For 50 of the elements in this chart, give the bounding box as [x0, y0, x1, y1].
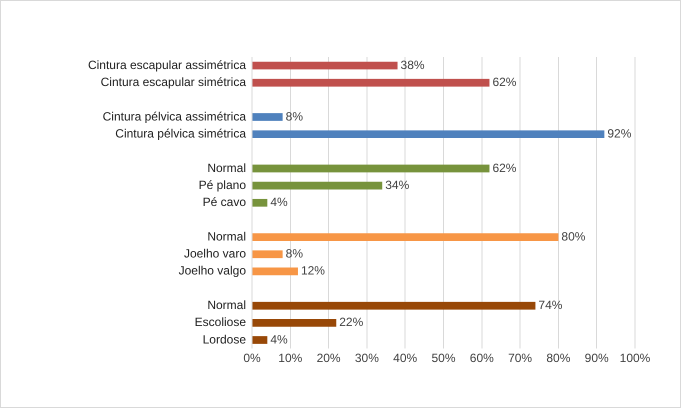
bar	[252, 164, 490, 172]
data-label: 74%	[538, 298, 563, 312]
y-tick-label: Pé plano	[198, 178, 246, 192]
bar	[252, 113, 283, 121]
data-label: 80%	[561, 229, 586, 244]
x-tick-label: 10%	[278, 351, 303, 366]
y-tick-label: Normal	[207, 229, 246, 244]
x-tick-label: 100%	[620, 351, 651, 366]
data-label: 92%	[607, 126, 632, 140]
x-tick-label: 80%	[546, 351, 571, 366]
y-tick-label: Cintura pélvica simétrica	[115, 126, 246, 140]
y-tick-label: Escoliose	[194, 315, 246, 330]
bar	[252, 319, 336, 327]
data-label: 4%	[270, 332, 288, 346]
y-tick-label: Cintura pélvica assimétrica	[102, 109, 246, 124]
data-label: 22%	[339, 315, 364, 330]
data-label: 8%	[286, 246, 304, 261]
bar	[252, 78, 490, 87]
bar	[252, 302, 536, 310]
data-label: 38%	[400, 58, 425, 72]
x-tick-label: 0%	[243, 351, 261, 366]
y-tick-label: Cintura escapular assimétrica	[88, 58, 246, 72]
data-label: 34%	[385, 178, 410, 192]
bar	[252, 198, 268, 207]
x-tick-label: 70%	[508, 351, 532, 366]
x-tick-label: 60%	[470, 351, 494, 366]
y-tick-label: Normal	[207, 298, 246, 312]
bar	[252, 233, 558, 241]
bar	[252, 62, 398, 70]
x-tick-label: 40%	[393, 351, 418, 366]
y-tick-label: Joelho valgo	[178, 264, 246, 278]
x-tick-label: 20%	[316, 351, 341, 366]
y-tick-label: Joelho varo	[184, 246, 246, 261]
bar	[252, 250, 283, 258]
y-tick-label: Cintura escapular simétrica	[100, 75, 246, 90]
x-tick-label: 30%	[354, 351, 380, 366]
data-label: 62%	[492, 75, 517, 90]
y-tick-label: Pé cavo	[202, 195, 246, 210]
bar	[252, 130, 604, 138]
bar	[252, 182, 382, 190]
data-label: 12%	[300, 264, 326, 278]
y-tick-label: Lordose	[202, 332, 246, 346]
data-label: 8%	[286, 109, 304, 124]
bar	[252, 268, 298, 276]
data-label: 4%	[270, 195, 288, 210]
bar	[252, 336, 268, 344]
y-tick-label: Normal	[207, 160, 246, 175]
data-label: 62%	[492, 160, 517, 175]
x-tick-label: 50%	[431, 351, 456, 366]
x-tick-label: 90%	[584, 351, 610, 366]
